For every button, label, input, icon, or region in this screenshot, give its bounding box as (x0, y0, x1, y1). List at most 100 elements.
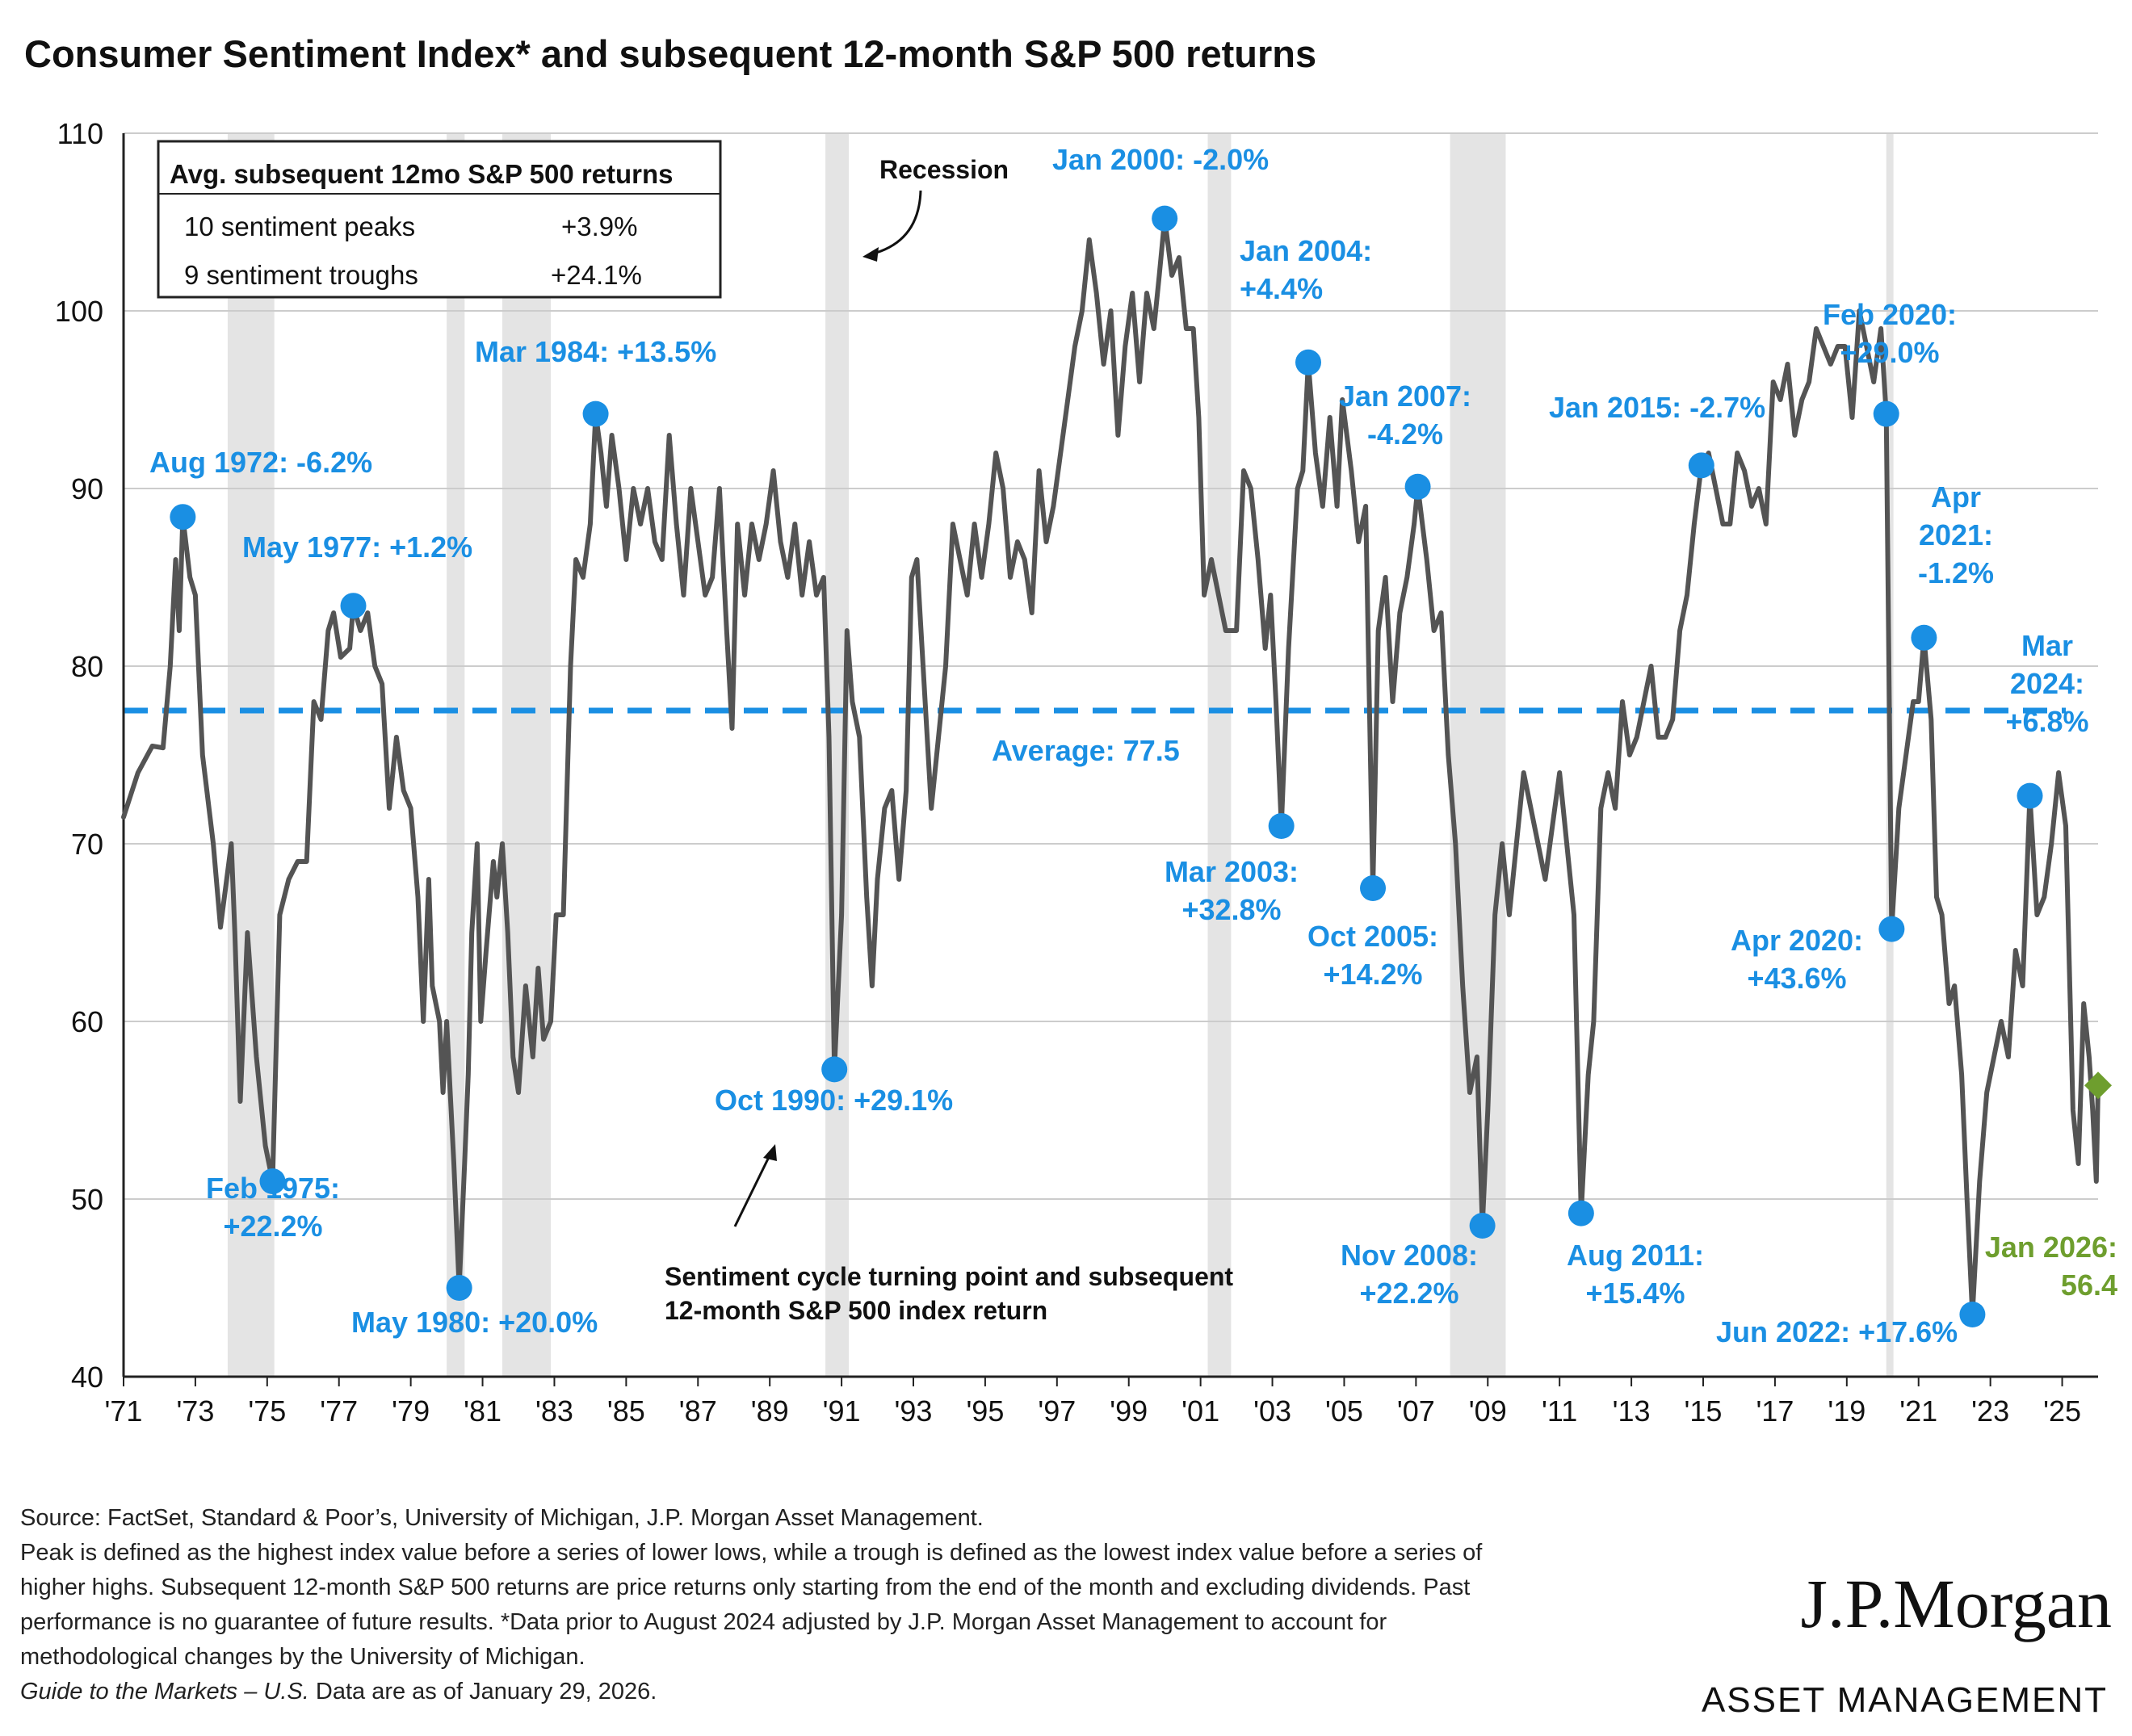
x-tick-9: '89 (751, 1394, 789, 1428)
y-tick-90: 90 (71, 472, 103, 505)
x-tick-26: '23 (1971, 1394, 2009, 1428)
annotation-15: Apr 2020: +43.6% (1731, 924, 1863, 995)
logo-subtitle: ASSET MANAGEMENT (1702, 1680, 2108, 1720)
marker-8 (1295, 349, 1321, 375)
footer-line-4: performance is no guarantee of future re… (20, 1609, 1387, 1635)
annotation-14-line-0: Feb 2020: (1823, 298, 1957, 331)
annotation-14: Feb 2020: +29.0% (1823, 298, 1957, 369)
turning-point-note-arrow (733, 1151, 773, 1227)
annotation-15-line-0: Apr 2020: (1731, 924, 1863, 957)
footer-line-5: methodological changes by the University… (20, 1644, 585, 1670)
annotation-10-line-0: Jan 2007: (1339, 379, 1471, 413)
annotation-1-line-1: +22.2% (223, 1210, 322, 1243)
marker-13 (1688, 452, 1714, 479)
annotation-16: Apr 2021: -1.2% (1918, 480, 1994, 589)
annotation-0: Aug 1972: -6.2% (149, 446, 372, 479)
recession-legend: Recession (862, 155, 1009, 262)
inset-row-peaks-label: 10 sentiment peaks (184, 212, 415, 241)
annotation-12-line-1: +15.4% (1585, 1277, 1685, 1310)
x-tick-4: '79 (392, 1394, 430, 1428)
marker-11 (1469, 1213, 1496, 1239)
marker-14 (1873, 400, 1899, 427)
x-tick-1: '73 (176, 1394, 214, 1428)
y-tick-50: 50 (71, 1183, 103, 1216)
footer-guide-italic: Guide to the Markets – U.S. (20, 1679, 309, 1705)
annotation-6: Jan 2000: -2.0% (1052, 143, 1269, 176)
annotation-12-line-0: Aug 2011: (1567, 1239, 1704, 1272)
footer-notes: Source: FactSet, Standard & Poor’s, Univ… (20, 1505, 1483, 1705)
y-tick-70: 70 (71, 828, 103, 861)
x-tick-12: '95 (966, 1394, 1004, 1428)
annotation-6-line-0: Jan 2000: -2.0% (1052, 143, 1269, 176)
x-tick-24: '19 (1828, 1394, 1866, 1428)
sentiment-series-line (121, 216, 2101, 1317)
jpmorgan-logo: J.P.Morgan ASSET MANAGEMENT (1702, 1565, 2112, 1720)
x-tick-15: '01 (1181, 1394, 1219, 1428)
y-tick-80: 80 (71, 650, 103, 683)
annotation-11: Nov 2008: +22.2% (1341, 1239, 1478, 1310)
annotation-16-line-1: 2021: (1919, 518, 1993, 551)
annotation-4: Mar 1984: +13.5% (475, 335, 716, 368)
annotation-9-line-0: Oct 2005: (1307, 920, 1438, 953)
marker-12 (1568, 1200, 1594, 1227)
x-tick-10: '91 (823, 1394, 861, 1428)
x-tick-19: '09 (1469, 1394, 1507, 1428)
marker-18 (2017, 782, 2043, 809)
chart-title: Consumer Sentiment Index* and subsequent… (24, 32, 1316, 75)
x-tick-23: '17 (1756, 1394, 1794, 1428)
latest-label-line-0: Jan 2026: (1985, 1231, 2117, 1264)
marker-16 (1911, 624, 1937, 651)
x-tick-5: '81 (464, 1394, 502, 1428)
annotation-16-line-2: -1.2% (1918, 556, 1994, 589)
x-tick-14: '99 (1110, 1394, 1148, 1428)
annotation-14-line-1: +29.0% (1840, 336, 1939, 369)
footer-guide-line: Guide to the Markets – U.S. Data are as … (20, 1679, 657, 1705)
footer-line-1: Source: FactSet, Standard & Poor’s, Univ… (20, 1505, 984, 1531)
marker-10 (1404, 473, 1431, 500)
y-tick-40: 40 (71, 1361, 103, 1394)
annotation-4-line-0: Mar 1984: +13.5% (475, 335, 716, 368)
x-tick-20: '11 (1542, 1394, 1577, 1428)
annotation-9: Oct 2005: +14.2% (1307, 920, 1438, 991)
annotation-13: Jan 2015: -2.7% (1549, 391, 1765, 424)
marker-5 (821, 1056, 848, 1083)
turning-point-note-line-2: 12-month S&P 500 index return (665, 1296, 1047, 1325)
annotation-8: Jan 2004: +4.4% (1240, 234, 1372, 305)
annotation-18-line-0: Mar (2021, 629, 2073, 662)
x-tick-21: '13 (1613, 1394, 1651, 1428)
marker-15 (1878, 916, 1905, 942)
inset-border (157, 140, 722, 299)
turning-point-note-line-1: Sentiment cycle turning point and subseq… (665, 1262, 1233, 1291)
recession-legend-arrow (870, 190, 922, 256)
annotation-10-line-1: -4.2% (1367, 417, 1443, 451)
average-line-group: Average: 77.5 (124, 707, 2066, 767)
x-tick-11: '93 (895, 1394, 933, 1428)
annotation-9-line-1: +14.2% (1323, 958, 1422, 991)
annotation-3-line-0: May 1980: +20.0% (351, 1306, 598, 1339)
annotation-11-line-1: +22.2% (1359, 1277, 1458, 1310)
turning-point-note-arrowhead (763, 1144, 777, 1161)
marker-2 (340, 593, 367, 619)
annotation-8-line-1: +4.4% (1240, 272, 1323, 305)
annotation-2-line-0: May 1977: +1.2% (242, 530, 472, 564)
turning-point-labels: Aug 1972: -6.2% Feb 1975: +22.2% May 1977: … (149, 143, 2117, 1348)
x-tick-13: '97 (1038, 1394, 1076, 1428)
recession-band-0 (227, 133, 275, 1377)
marker-6 (1152, 205, 1178, 232)
annotation-1: Feb 1975: +22.2% (206, 1172, 340, 1243)
annotation-10: Jan 2007: -4.2% (1339, 379, 1471, 451)
marker-4 (582, 400, 609, 427)
annotation-7-line-0: Mar 2003: (1165, 855, 1299, 888)
footer-line-3: higher highs. Subsequent 12-month S&P 50… (20, 1575, 1470, 1600)
x-tick-7: '85 (607, 1394, 645, 1428)
recession-legend-label: Recession (879, 155, 1009, 184)
turning-point-markers (170, 205, 2112, 1327)
annotation-2: May 1977: +1.2% (242, 530, 472, 564)
x-tick-22: '15 (1685, 1394, 1723, 1428)
annotation-7-line-1: +32.8% (1181, 893, 1281, 926)
x-tick-2: '75 (248, 1394, 286, 1428)
average-label: Average: 77.5 (992, 734, 1180, 767)
annotation-0-line-0: Aug 1972: -6.2% (149, 446, 372, 479)
inset-table: Avg. subsequent 12mo S&P 500 returns 10 … (157, 140, 722, 299)
